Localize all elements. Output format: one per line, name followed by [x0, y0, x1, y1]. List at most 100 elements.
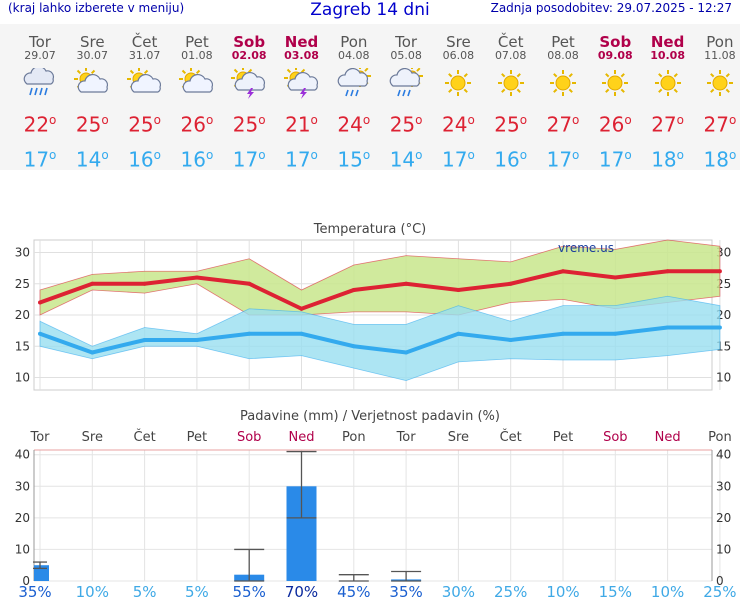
- precip-range-whisker: [234, 548, 265, 582]
- tmax-point: [508, 281, 513, 286]
- day-name: Sob: [233, 33, 266, 51]
- y-tick-label: 0: [716, 574, 724, 588]
- day-name: Tor: [29, 33, 51, 51]
- x-tick-label: Čet: [500, 429, 522, 445]
- day-date: 02.08: [231, 49, 267, 62]
- page-header: (kraj lahko izberete v meniju) Zagreb 14…: [0, 0, 740, 22]
- precip-probability: 45%: [337, 583, 370, 600]
- precip-probability: 25%: [494, 583, 527, 600]
- sun-icon: [445, 70, 472, 96]
- x-tick-label: Sre: [448, 430, 469, 445]
- tmax-point: [142, 281, 147, 286]
- day-name: Sre: [446, 33, 471, 51]
- day-date: 06.08: [442, 49, 475, 62]
- precip-probability: 10%: [651, 583, 684, 600]
- day-column: Pet 08.08 27o 17o: [537, 24, 589, 171]
- tmax-point: [561, 269, 565, 274]
- precip-range-whisker: [33, 561, 47, 570]
- max-temperature: 25o: [389, 112, 423, 137]
- day-column: Sre 06.08 24o 17o: [432, 24, 484, 171]
- tmin-point: [142, 338, 147, 342]
- y-tick-label: 40: [716, 448, 731, 462]
- min-temperature: 17o: [285, 147, 318, 172]
- precip-probability: 30%: [442, 583, 475, 600]
- tmin-point: [404, 350, 409, 355]
- min-temperature: 17o: [441, 147, 475, 172]
- x-tick-label: Pet: [553, 430, 573, 445]
- day-name: Ned: [650, 33, 685, 51]
- tmin-point: [38, 331, 42, 336]
- max-temperature: 27o: [546, 112, 580, 137]
- x-tick-label: Pon: [342, 430, 366, 445]
- x-tick-label: Sob: [603, 430, 627, 445]
- y-tick-label: 10: [716, 542, 731, 556]
- max-temperature: 27o: [703, 112, 737, 137]
- sun-cloud-icon: [74, 67, 109, 93]
- tmax-point: [404, 281, 409, 286]
- y-tick-label: 20: [15, 308, 30, 322]
- y-tick-label: 10: [716, 371, 731, 385]
- day-column: Sob 02.08 25o 17o: [223, 24, 275, 171]
- thunder-sun-icon: [231, 66, 266, 99]
- tmin-point: [508, 338, 513, 342]
- y-tick-label: 20: [15, 511, 30, 525]
- x-tick-label: Ned: [289, 430, 315, 445]
- day-date: 30.07: [76, 49, 109, 62]
- day-name: Čet: [497, 33, 524, 51]
- rain-cloud-icon: [23, 65, 54, 96]
- location-hint[interactable]: (kraj lahko izberete v meniju): [8, 1, 185, 15]
- tmin-point: [299, 331, 304, 336]
- day-name: Pon: [706, 33, 734, 51]
- sun-icon: [497, 70, 524, 96]
- min-temperature: 14o: [75, 147, 109, 172]
- day-name: Pet: [551, 33, 575, 51]
- y-tick-label: 10: [15, 542, 30, 556]
- day-column: Pet 01.08 26o 16o: [171, 24, 223, 171]
- day-column: Pon 11.08 27o 18o: [694, 24, 740, 171]
- precip-probability: 70%: [285, 583, 318, 600]
- precip-range-whisker: [286, 450, 317, 519]
- min-temperature: 17o: [232, 147, 266, 172]
- day-name: Čet: [131, 33, 158, 51]
- last-update: Zadnja posodobitev: 29.07.2025 - 12:27: [490, 1, 732, 15]
- tmin-point: [351, 344, 356, 349]
- day-date: 09.08: [597, 49, 633, 62]
- max-temperature: 24o: [441, 112, 475, 137]
- day-date: 07.08: [494, 49, 527, 62]
- max-temperature: 24o: [337, 112, 371, 137]
- tmax-range-band: [39, 239, 721, 316]
- chart-title: Temperatura (°C): [313, 222, 426, 237]
- sun-cloud-icon: [126, 67, 161, 93]
- day-column: Sre 30.07 25o 14o: [66, 24, 118, 171]
- tmin-point: [665, 325, 670, 330]
- sun-rain-icon: [389, 65, 424, 97]
- sun-cloud-icon: [178, 67, 213, 93]
- min-temperature: 14o: [389, 147, 423, 172]
- day-column: Pon 04.08 24o 15o: [328, 24, 380, 171]
- tmax-point: [665, 269, 670, 274]
- x-tick-label: Pon: [708, 430, 732, 445]
- day-date: 11.08: [704, 49, 736, 62]
- tmax-point: [247, 281, 252, 286]
- day-column: Ned 10.08 27o 18o: [642, 24, 694, 171]
- max-temperature: 27o: [651, 112, 684, 137]
- day-date: 03.08: [284, 49, 319, 62]
- x-tick-label: Pet: [187, 430, 207, 445]
- min-temperature: 16o: [494, 147, 528, 172]
- day-date: 31.07: [128, 49, 161, 62]
- day-name: Pon: [340, 33, 368, 51]
- y-tick-label: 0: [22, 574, 30, 588]
- tmax-point: [613, 275, 618, 280]
- thunder-sun-icon: [283, 66, 318, 99]
- y-tick-label: 10: [15, 371, 30, 385]
- precipitation-chart: Padavine (mm) / Verjetnost padavin (%) To…: [15, 409, 737, 600]
- day-column: Tor 29.07 22o 17o: [14, 24, 66, 171]
- precip-probability: 35%: [18, 583, 51, 600]
- tmin-point: [717, 325, 722, 330]
- min-temperature: 17o: [546, 147, 580, 172]
- precip-range-whisker: [391, 570, 422, 582]
- x-tick-label: Tor: [396, 430, 417, 445]
- x-tick-label: Tor: [29, 430, 50, 445]
- day-column: Čet 07.08 25o 16o: [485, 24, 537, 171]
